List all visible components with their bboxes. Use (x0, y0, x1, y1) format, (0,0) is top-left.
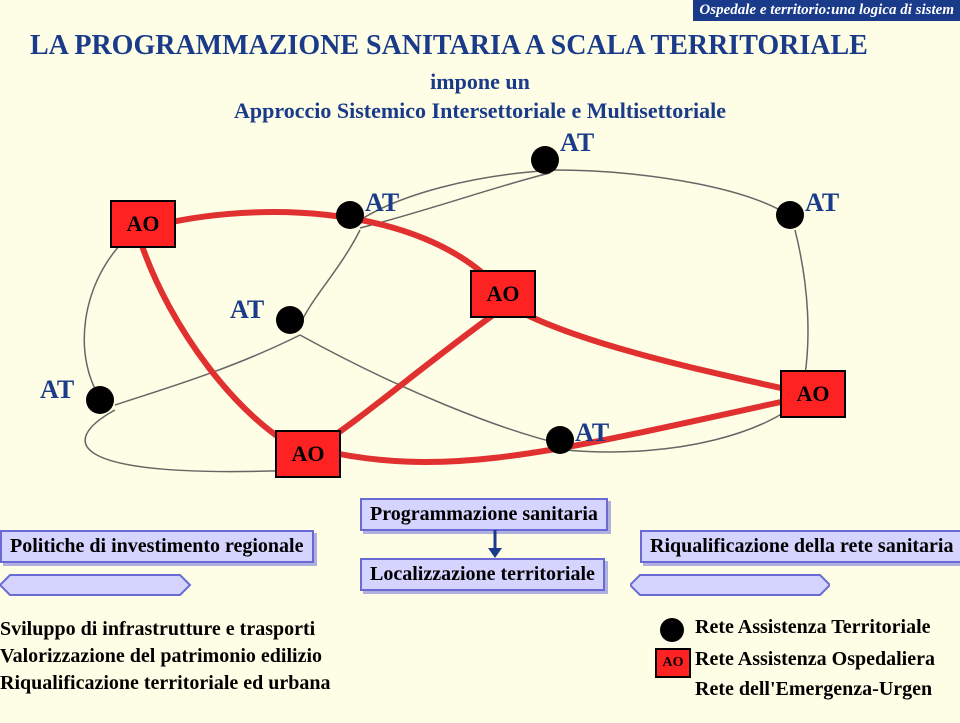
text-sviluppo: Sviluppo di infrastrutture e trasporti (0, 618, 315, 641)
at-node-dot (336, 201, 364, 229)
ao-node: AO (470, 270, 536, 318)
network-diagram: AOAOAOAO ATATATATATAT (0, 140, 960, 500)
at-node-dot (86, 386, 114, 414)
at-node-label: AT (560, 128, 594, 158)
at-node-dot (546, 426, 574, 454)
at-node-dot (776, 201, 804, 229)
at-node-label: AT (40, 375, 74, 405)
legend-text-3: Rete dell'Emergenza-Urgen (695, 678, 932, 701)
legend-text-2: Rete Assistenza Ospedaliera (695, 648, 935, 671)
legend-text-1: Rete Assistenza Territoriale (695, 616, 931, 639)
text-valorizzazione: Valorizzazione del patrimonio edilizio (0, 645, 322, 668)
subtitle-line2: Approccio Sistemico Intersettoriale e Mu… (234, 98, 726, 123)
ao-node: AO (110, 200, 176, 248)
at-node-label: AT (365, 188, 399, 218)
at-node-dot (531, 146, 559, 174)
header-banner: Ospedale e territorio:una logica di sist… (693, 0, 960, 21)
at-node-label: AT (805, 188, 839, 218)
ao-node: AO (780, 370, 846, 418)
flow-box-right: Riqualificazione della rete sanitaria (640, 530, 960, 563)
ribbon-right-icon (630, 565, 830, 615)
legend-dot-icon (660, 618, 684, 642)
legend-ao-box: AO (655, 648, 691, 678)
arrow-down-icon (480, 530, 510, 560)
ribbon-left-icon (0, 565, 200, 615)
main-title: LA PROGRAMMAZIONE SANITARIA A SCALA TERR… (30, 30, 930, 62)
subtitle: impone un Approccio Sistemico Intersetto… (0, 68, 960, 125)
ao-node: AO (275, 430, 341, 478)
at-node-dot (276, 306, 304, 334)
text-riqualificazione: Riqualificazione territoriale ed urbana (0, 672, 331, 695)
flow-box-programmazione: Programmazione sanitaria (360, 498, 608, 531)
subtitle-line1: impone un (430, 69, 530, 94)
flow-box-localizzazione: Localizzazione territoriale (360, 558, 605, 591)
flow-box-left: Politiche di investimento regionale (0, 530, 314, 563)
at-node-label: AT (575, 418, 609, 448)
at-node-label: AT (230, 295, 264, 325)
